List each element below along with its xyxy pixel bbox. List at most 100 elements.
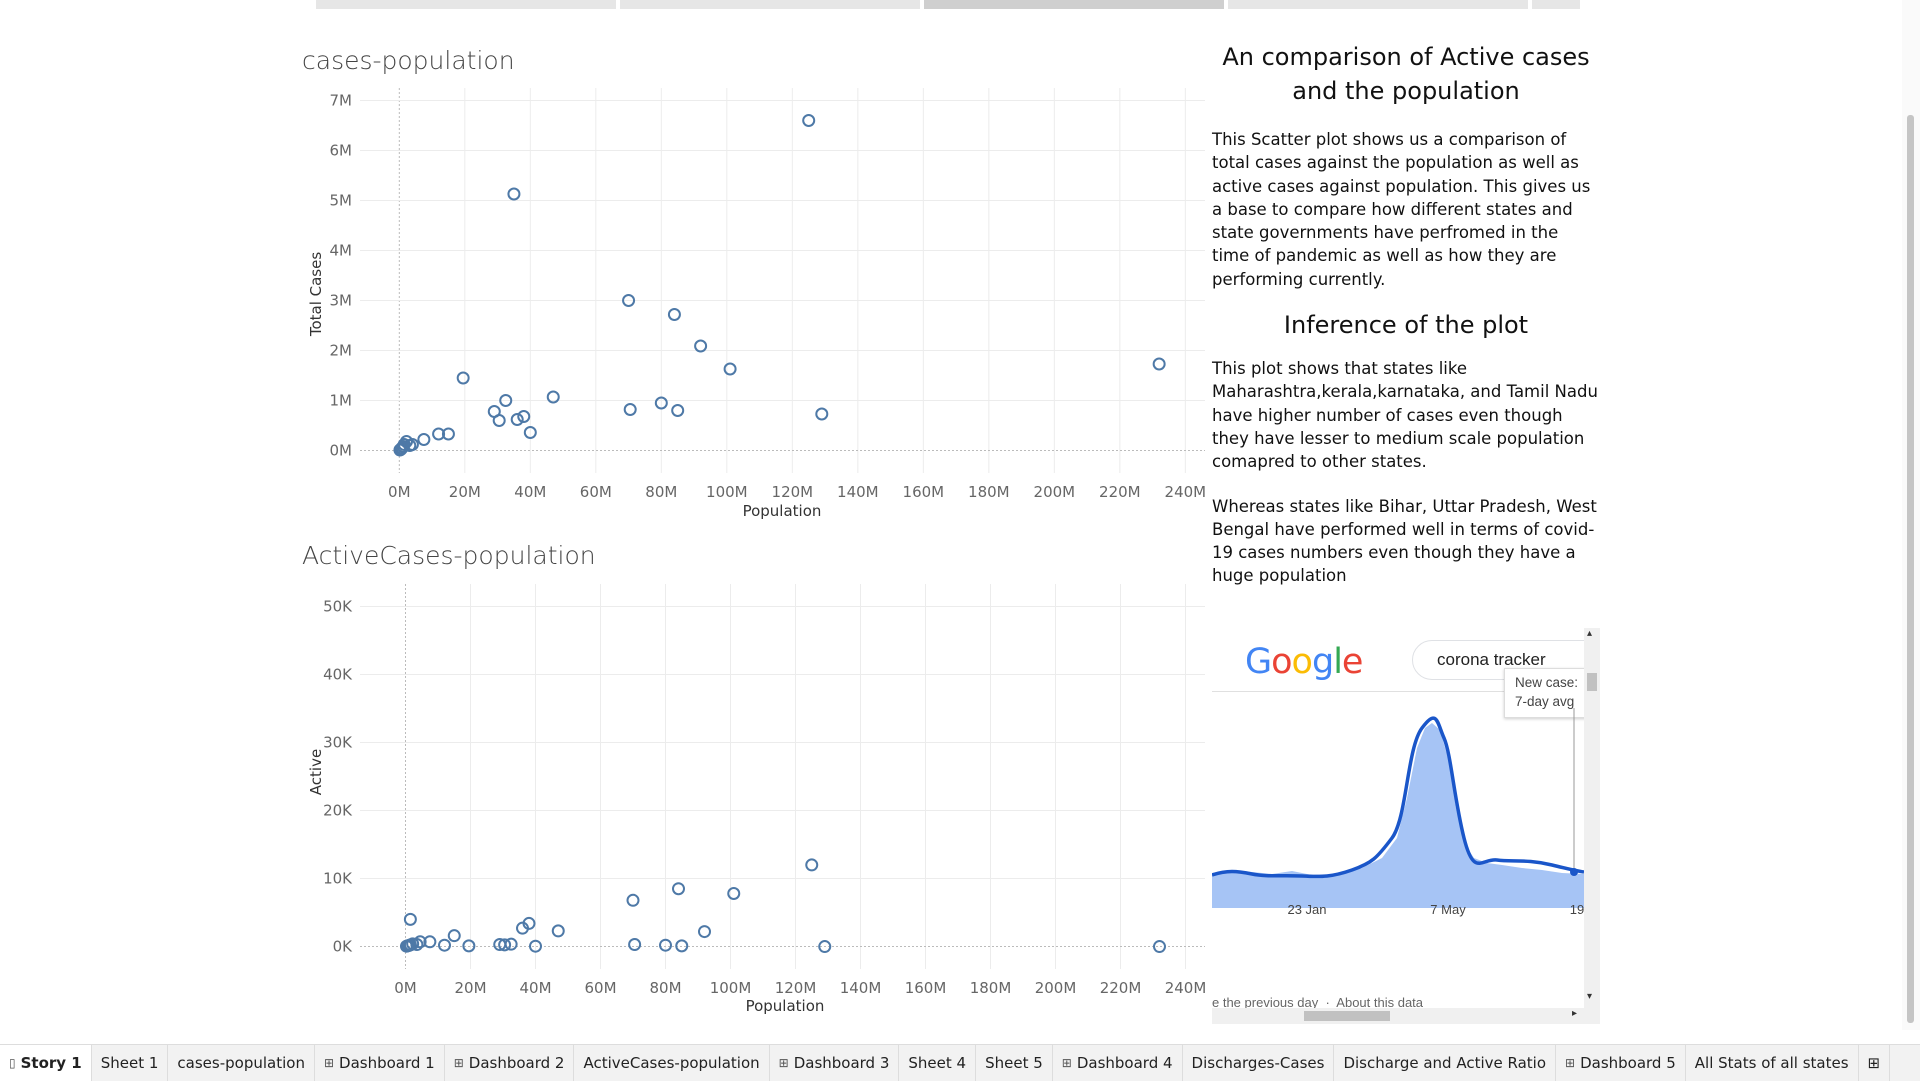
story-point-5[interactable] xyxy=(1532,0,1580,9)
horizontal-scrollbar[interactable]: ▸ xyxy=(1212,1008,1584,1024)
scroll-down-arrow-icon[interactable]: ▾ xyxy=(1587,991,1593,1002)
y-tick-label: 10K xyxy=(323,870,353,888)
data-point[interactable] xyxy=(1153,940,1166,954)
sheet-tab-label: Dashboard 3 xyxy=(793,1054,890,1072)
y-tick-label: 7M xyxy=(330,92,353,110)
data-point[interactable] xyxy=(1152,357,1166,371)
vertical-scrollbar[interactable]: ▴ ▾ xyxy=(1584,628,1600,1024)
x-tick-label: 240M xyxy=(1165,979,1207,997)
x-tick-label: 180M xyxy=(968,483,1010,501)
x-axis-label: Population xyxy=(746,997,825,1015)
data-point[interactable] xyxy=(675,939,689,953)
sheet-tab[interactable]: Sheet 4 xyxy=(899,1045,977,1081)
data-point[interactable] xyxy=(698,925,711,939)
data-point[interactable] xyxy=(423,935,437,949)
data-point[interactable] xyxy=(723,362,737,376)
scatter-chart-total[interactable]: Total Cases Population 0M 20M 40M 60M 80M 100… xyxy=(300,88,1210,528)
data-point[interactable] xyxy=(802,114,816,127)
data-point[interactable] xyxy=(456,371,470,385)
x-tick-label: 140M xyxy=(837,483,879,501)
data-point[interactable] xyxy=(671,404,685,417)
sheet-tab[interactable]: cases-population xyxy=(168,1045,315,1081)
sheet-tab[interactable]: ⊞ Dashboard 5 xyxy=(1556,1045,1686,1081)
data-point[interactable] xyxy=(413,935,427,949)
data-point[interactable] xyxy=(815,407,829,421)
scroll-up-arrow-icon[interactable]: ▴ xyxy=(1587,628,1593,639)
sheet-tab[interactable]: ⊞ Dashboard 1 xyxy=(315,1045,445,1081)
data-point[interactable] xyxy=(623,403,637,416)
data-point[interactable] xyxy=(694,339,708,353)
sheet-tab[interactable]: Discharges-Cases xyxy=(1183,1045,1335,1081)
new-dashboard-icon[interactable]: ⊞ xyxy=(1859,1045,1891,1081)
sheet-tab[interactable]: ⊞ Dashboard 2 xyxy=(445,1045,575,1081)
data-point[interactable] xyxy=(523,426,537,439)
scatter-chart-active[interactable]: Active Population 0M 20M 40M 60M 80M 100M 120M… xyxy=(300,584,1210,1024)
data-point[interactable] xyxy=(727,886,741,900)
data-point[interactable] xyxy=(441,427,455,441)
data-point[interactable] xyxy=(654,396,668,410)
data-point[interactable] xyxy=(517,410,531,423)
data-point[interactable] xyxy=(622,294,636,307)
data-point[interactable] xyxy=(818,940,832,954)
data-point[interactable] xyxy=(510,413,524,426)
data-point[interactable] xyxy=(672,882,685,896)
data-point[interactable] xyxy=(628,938,642,952)
sheet-tab[interactable]: All Stats of all states xyxy=(1686,1045,1859,1081)
sheet-tab-label: Sheet 1 xyxy=(100,1054,159,1072)
chart-title-active: ActiveCases-population xyxy=(302,541,596,570)
data-point[interactable] xyxy=(447,929,461,943)
x-tick-label: 220M xyxy=(1100,979,1142,997)
sheet-tab[interactable]: ▯ Story 1 xyxy=(0,1045,92,1081)
sheet-tab[interactable]: ⊞ Dashboard 3 xyxy=(770,1045,900,1081)
vertical-scrollbar-thumb[interactable] xyxy=(1587,673,1597,691)
horizontal-scrollbar-thumb[interactable] xyxy=(1304,1011,1390,1021)
sheet-tab[interactable]: Discharge and Active Ratio xyxy=(1334,1045,1557,1081)
data-point[interactable] xyxy=(417,433,431,446)
data-point[interactable] xyxy=(397,438,411,451)
data-point[interactable] xyxy=(805,858,819,872)
tooltip-line-1: New case: xyxy=(1515,675,1579,690)
data-point[interactable] xyxy=(507,187,521,201)
story-point-2[interactable] xyxy=(620,0,920,9)
description-heading: An comparison of Active cases and the po… xyxy=(1222,43,1590,105)
sheet-tab[interactable]: ActiveCases-population xyxy=(574,1045,770,1081)
data-point[interactable] xyxy=(462,939,476,953)
story-point-1[interactable] xyxy=(316,0,616,9)
data-point[interactable] xyxy=(522,916,536,930)
data-point[interactable] xyxy=(551,924,565,938)
hover-dot xyxy=(1570,868,1578,876)
page-scrollbar[interactable] xyxy=(1902,0,1920,1030)
data-point[interactable] xyxy=(432,427,446,441)
search-input[interactable]: corona tracker xyxy=(1437,650,1546,669)
sheet-tab[interactable]: ⊞ Dashboard 4 xyxy=(1053,1045,1183,1081)
page-scrollbar-thumb[interactable] xyxy=(1907,115,1914,1023)
dashboard-icon: ⊞ xyxy=(323,1056,335,1070)
data-point[interactable] xyxy=(410,938,424,952)
sheet-tab[interactable]: Sheet 1 xyxy=(92,1045,169,1081)
y-axis-label: Total Cases xyxy=(307,252,325,338)
sheet-tab-label: Sheet 5 xyxy=(985,1054,1043,1072)
chart-tooltip: New case: 7-day avg xyxy=(1504,668,1590,718)
data-point[interactable] xyxy=(438,938,451,952)
data-point[interactable] xyxy=(499,394,513,407)
data-point[interactable] xyxy=(667,308,681,321)
data-point[interactable] xyxy=(498,938,512,952)
sheet-tab-label: Dashboard 4 xyxy=(1076,1054,1173,1072)
data-point[interactable] xyxy=(659,938,672,952)
scroll-right-arrow-icon[interactable]: ▸ xyxy=(1572,1008,1578,1019)
sheet-tab[interactable]: Sheet 5 xyxy=(976,1045,1053,1081)
story-point-4[interactable] xyxy=(1228,0,1528,9)
data-point[interactable] xyxy=(529,939,542,953)
story-point-3[interactable] xyxy=(924,0,1224,9)
data-point[interactable] xyxy=(626,893,640,907)
x-tick-label: 140M xyxy=(840,979,882,997)
x-tick-label: 80M xyxy=(649,979,681,997)
web-page-object[interactable]: Google corona tracker New case: 7-day av… xyxy=(1212,628,1600,1024)
data-point[interactable] xyxy=(504,937,518,951)
data-point[interactable] xyxy=(546,390,560,404)
data-point[interactable] xyxy=(492,414,506,427)
cases-trend-chart[interactable]: 23 Jan 7 May 19 xyxy=(1212,708,1584,928)
data-point[interactable] xyxy=(403,912,417,926)
data-point[interactable] xyxy=(405,438,419,451)
x-tick-label: 220M xyxy=(1099,483,1141,501)
